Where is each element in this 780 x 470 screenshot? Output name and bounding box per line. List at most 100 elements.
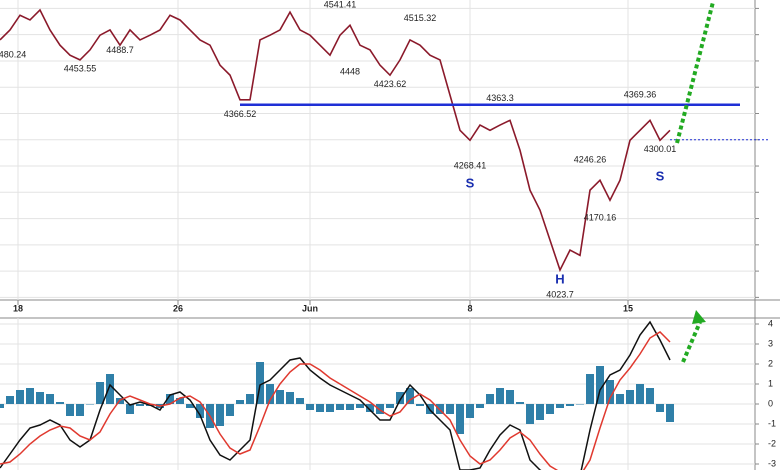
- histogram-bar: [586, 374, 594, 404]
- histogram-bar: [636, 384, 644, 404]
- price-annotation: 4480.24: [0, 49, 26, 59]
- histogram-bar: [326, 404, 334, 412]
- histogram-bar: [376, 404, 384, 414]
- price-annotation: 4170.16: [584, 212, 617, 222]
- histogram-bar: [76, 404, 84, 416]
- histogram-bar: [546, 404, 554, 414]
- x-tick-label: 26: [173, 303, 183, 313]
- histogram-bar: [176, 398, 184, 404]
- histogram-bar: [626, 390, 634, 404]
- histogram-bar: [36, 392, 44, 404]
- price-annotation: 4268.41: [454, 161, 487, 171]
- histogram-bar: [96, 382, 104, 404]
- histogram-bar: [466, 404, 474, 418]
- arrow-head: [692, 310, 706, 324]
- pattern-label: S: [466, 176, 475, 191]
- histogram-bar: [216, 404, 224, 426]
- histogram-bar: [196, 404, 204, 418]
- y-tick-label: 0: [768, 398, 773, 408]
- series-line: [0, 331, 671, 470]
- series-line: [0, 8, 671, 273]
- histogram-bar: [386, 404, 394, 408]
- series-line: [0, 320, 671, 470]
- histogram-bar: [366, 404, 374, 412]
- histogram-bar: [476, 404, 484, 408]
- y-tick-label: 3: [768, 338, 773, 348]
- x-tick-label: 15: [623, 303, 633, 313]
- price-annotation: 4363.3: [486, 93, 514, 103]
- y-tick-label: -1: [768, 418, 776, 428]
- price-annotation: 4369.36: [624, 90, 657, 100]
- histogram-bar: [86, 404, 94, 405]
- histogram-bar: [246, 394, 254, 404]
- y-tick-label: -2: [768, 438, 776, 448]
- histogram-bar: [556, 404, 564, 408]
- histogram-bar: [336, 404, 344, 410]
- histogram-bar: [566, 404, 574, 406]
- y-tick-label: 4: [768, 318, 773, 328]
- histogram-bar: [596, 366, 604, 404]
- price-annotation: 4488.7: [106, 45, 134, 55]
- histogram-bar: [0, 404, 4, 408]
- histogram-bar: [406, 388, 414, 404]
- histogram-bar: [186, 404, 194, 408]
- projection-arrow: [675, 1, 715, 144]
- histogram-bar: [296, 398, 304, 404]
- x-tick-label: Jun: [302, 303, 318, 313]
- histogram-bar: [396, 392, 404, 404]
- price-annotation: 4453.55: [64, 63, 97, 73]
- histogram-bar: [306, 404, 314, 410]
- histogram-bar: [656, 404, 664, 412]
- price-annotation: 4366.52: [224, 109, 257, 119]
- price-annotation: 4023.7: [546, 289, 574, 299]
- histogram-bar: [46, 394, 54, 404]
- price-annotation: 4448: [340, 66, 360, 76]
- pattern-label: H: [555, 271, 564, 286]
- histogram-bar: [26, 388, 34, 404]
- x-tick-label: 18: [13, 303, 23, 313]
- histogram-bar: [346, 404, 354, 410]
- price-annotation: 4246.26: [574, 154, 607, 164]
- y-tick-label: -3: [768, 458, 776, 468]
- histogram-bar: [506, 390, 514, 404]
- histogram-bar: [266, 384, 274, 404]
- histogram-bar: [126, 404, 134, 414]
- histogram-bar: [446, 404, 454, 414]
- histogram-bar: [486, 394, 494, 404]
- histogram-bar: [456, 404, 464, 434]
- histogram-bar: [536, 404, 544, 420]
- pattern-label: S: [656, 169, 665, 184]
- x-tick-label: 8: [467, 303, 472, 313]
- histogram-bar: [496, 388, 504, 404]
- histogram-bar: [6, 396, 14, 404]
- histogram-bar: [66, 404, 74, 416]
- histogram-bar: [606, 380, 614, 404]
- price-annotation: 4541.41: [324, 0, 357, 9]
- price-annotation: 4515.32: [404, 13, 437, 23]
- histogram-bar: [516, 402, 524, 404]
- histogram-bar: [616, 394, 624, 404]
- projection-arrow: [681, 321, 702, 363]
- histogram-bar: [666, 404, 674, 422]
- histogram-bar: [256, 362, 264, 404]
- histogram-bar: [526, 404, 534, 424]
- price-panel: [0, 0, 759, 300]
- price-annotation: 4423.62: [374, 79, 407, 89]
- histogram-bar: [56, 402, 64, 404]
- histogram-bar: [106, 374, 114, 404]
- histogram-bar: [646, 388, 654, 404]
- histogram-bar: [136, 404, 144, 406]
- y-tick-label: 2: [768, 358, 773, 368]
- y-tick-label: 1: [768, 378, 773, 388]
- histogram-bar: [576, 404, 584, 405]
- histogram-bar: [166, 394, 174, 404]
- histogram-bar: [226, 404, 234, 416]
- price-annotation: 4300.01: [644, 144, 677, 154]
- histogram-bar: [236, 400, 244, 404]
- histogram-bar: [16, 390, 24, 404]
- histogram-bar: [286, 392, 294, 404]
- histogram-bar: [356, 404, 364, 408]
- histogram-bar: [316, 404, 324, 412]
